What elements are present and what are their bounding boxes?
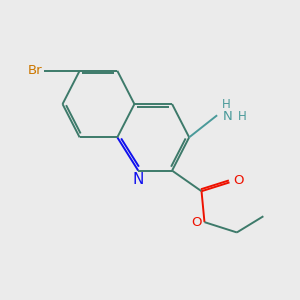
Text: H: H	[222, 98, 230, 111]
Text: N: N	[223, 110, 232, 123]
Text: H: H	[238, 110, 247, 123]
Text: O: O	[233, 174, 244, 188]
Text: O: O	[191, 216, 202, 229]
Text: N: N	[133, 172, 144, 187]
Text: Br: Br	[28, 64, 42, 77]
